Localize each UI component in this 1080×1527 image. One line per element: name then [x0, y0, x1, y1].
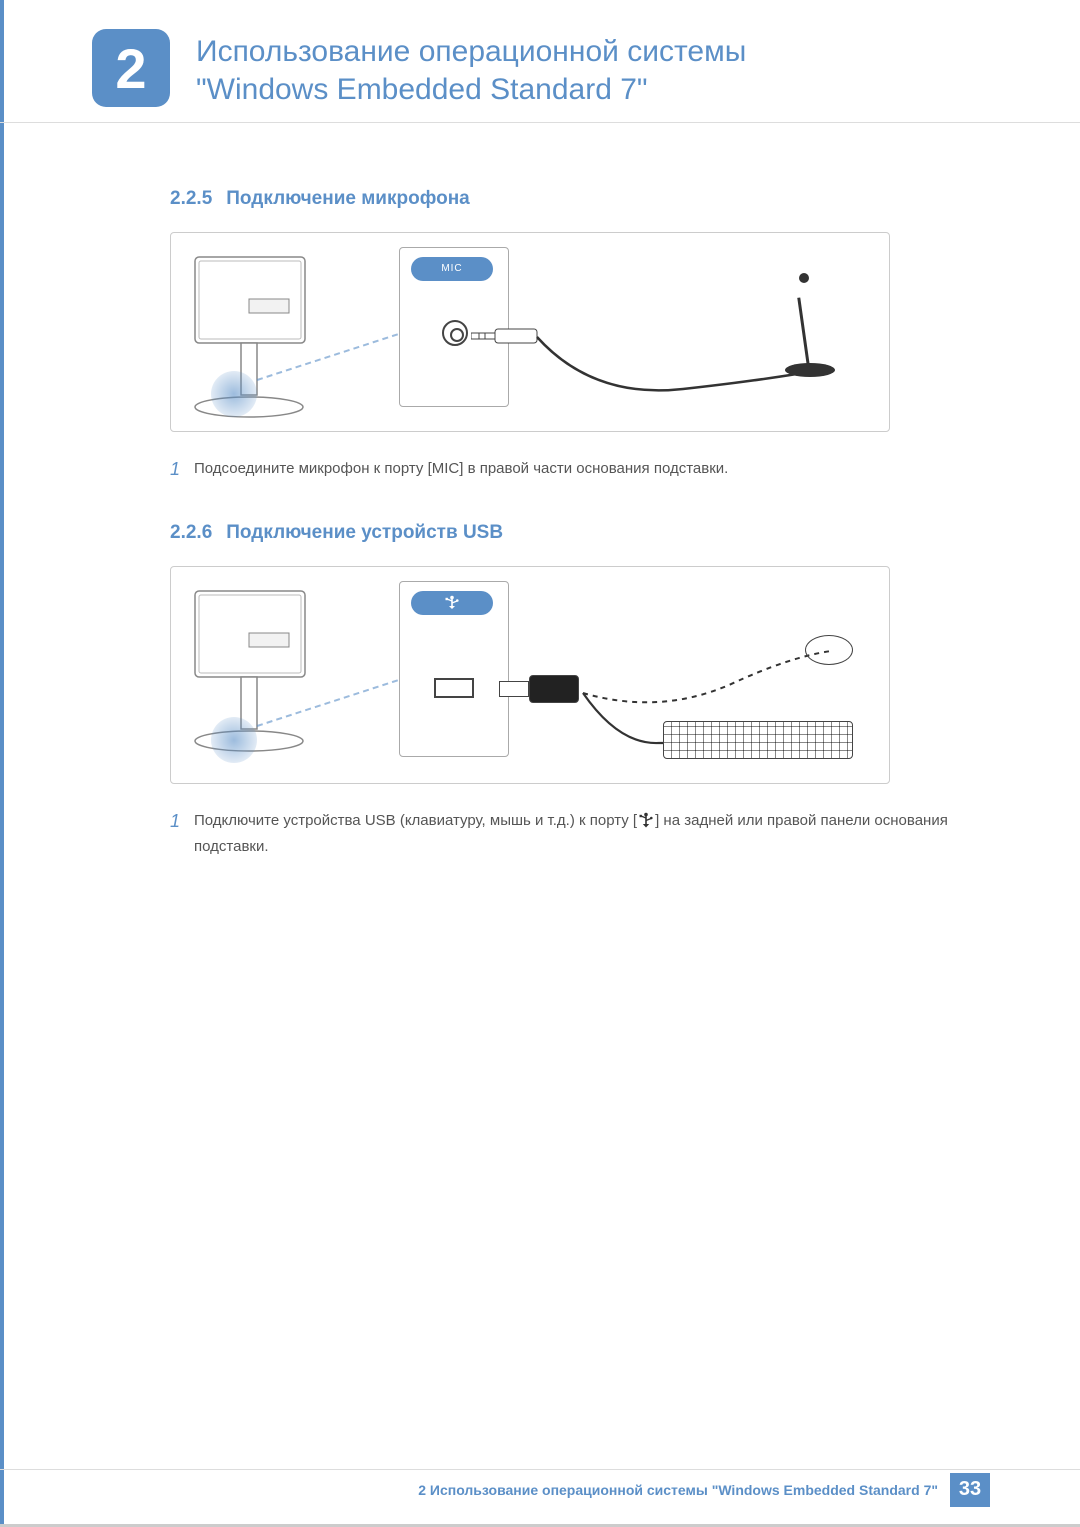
chapter-title-line2: "Windows Embedded Standard 7": [196, 73, 648, 106]
step-225: 1 Подсоедините микрофон к порту [MIC] в …: [170, 456, 990, 482]
usb-port-icon: [434, 678, 474, 698]
chapter-number: 2: [115, 36, 146, 101]
section-title-226: Подключение устройств USB: [226, 522, 503, 544]
step-text-225: Подсоедините микрофон к порту [MIC] в пр…: [194, 456, 990, 482]
diagram-microphone: MIC: [170, 232, 890, 432]
page: 2 Использование операционной системы "Wi…: [0, 0, 1080, 1527]
chapter-number-badge: 2: [92, 29, 170, 107]
page-number: 33: [959, 1478, 981, 1501]
audio-jack-illustration: [471, 327, 541, 345]
chapter-title: Использование операционной системы "Wind…: [196, 33, 746, 109]
usb-icon: [445, 595, 459, 611]
microphone-illustration: [785, 277, 845, 377]
section-number-226: 2.2.6: [170, 522, 212, 544]
page-footer: 2 Использование операционной системы "Wi…: [0, 1469, 1080, 1509]
port-highlight-circle-usb: [211, 717, 257, 763]
usb-icon-inline: [639, 812, 653, 830]
chapter-title-line1: Использование операционной системы: [196, 35, 746, 68]
step-number-225: 1: [170, 456, 180, 482]
keyboard-illustration: [663, 721, 853, 759]
step-226: 1 Подключите устройства USB (клавиатуру,…: [170, 808, 990, 860]
chapter-header: 2 Использование операционной системы "Wi…: [0, 25, 1080, 123]
port-highlight-circle: [211, 371, 257, 417]
mouse-illustration: [805, 635, 853, 665]
port-label-mic: MIC: [411, 257, 493, 281]
footer-text: 2 Использование операционной системы "Wi…: [418, 1482, 938, 1498]
content-area: 2.2.5 Подключение микрофона MIC: [170, 170, 990, 870]
section-heading-226: 2.2.6 Подключение устройств USB: [170, 522, 990, 544]
usb-plug-illustration: [499, 675, 585, 705]
section-number-225: 2.2.5: [170, 188, 212, 210]
left-accent-stripe: [0, 0, 4, 1527]
port-label-usb: [411, 591, 493, 615]
mic-port-icon: [442, 320, 468, 346]
step-text-226: Подключите устройства USB (клавиатуру, м…: [194, 808, 990, 860]
step-number-226: 1: [170, 808, 180, 860]
section-title-225: Подключение микрофона: [226, 188, 469, 210]
page-number-badge: 33: [950, 1473, 990, 1507]
diagram-usb: [170, 566, 890, 784]
step-text-226-before: Подключите устройства USB (клавиатуру, м…: [194, 812, 637, 829]
section-heading-225: 2.2.5 Подключение микрофона: [170, 188, 990, 210]
